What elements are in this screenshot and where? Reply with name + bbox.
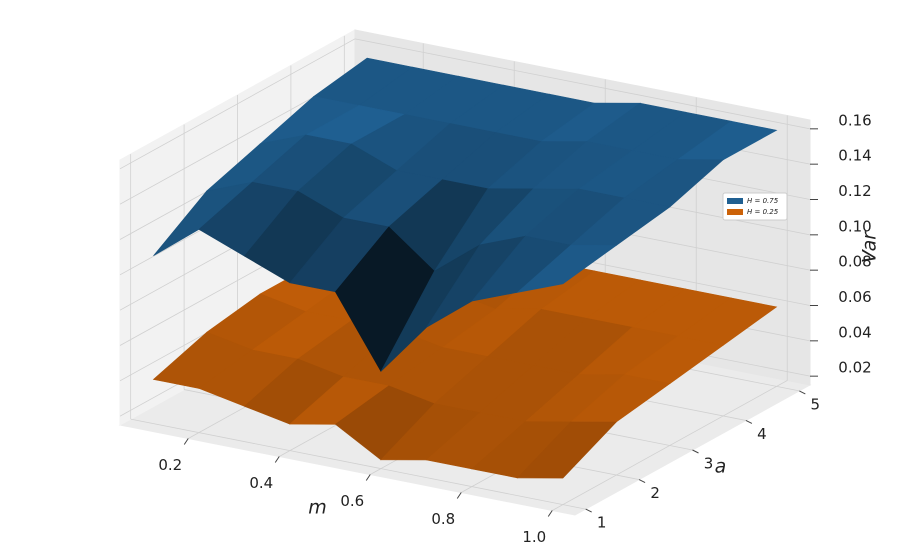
y-tick-label: 2 [650, 484, 660, 502]
z-tick-label: 0.10 [838, 217, 871, 235]
x-tick-label: 0.2 [158, 456, 182, 474]
x-tick [456, 492, 462, 499]
z-tick-label: 0.02 [838, 359, 871, 377]
y-tick [638, 479, 646, 483]
x-tick [547, 510, 553, 517]
z-tick-label: 0.06 [838, 288, 871, 306]
y-tick [799, 390, 806, 395]
x-tick-label: 0.6 [340, 492, 364, 510]
x-tick-label: 0.4 [249, 474, 273, 492]
z-tick-label: 0.08 [838, 253, 871, 271]
x-tick-label: 1.0 [522, 528, 546, 546]
x-tick-label: 0.8 [431, 510, 455, 528]
z-axis-label: Var [859, 231, 881, 263]
x-tick [183, 438, 189, 445]
legend: H = 0.75 H = 0.25 [722, 192, 788, 221]
z-tick-label: 0.14 [838, 147, 871, 165]
labels: 0.2 0.4 0.6 0.8 1.0 1 2 3 4 5 0.02 0.04 0.06 0.08 0.10… [158, 111, 880, 546]
surface-facet [516, 421, 617, 479]
legend-label: H = 0.75 [747, 197, 779, 205]
x-tick [274, 456, 280, 463]
y-tick-label: 4 [757, 425, 767, 443]
legend-label: H = 0.25 [747, 208, 779, 216]
y-grid-line [130, 418, 586, 510]
y-tick [745, 420, 753, 424]
z-grid-line [119, 38, 356, 170]
y-tick [585, 508, 592, 513]
surface-facet [516, 244, 618, 293]
z-tick-label: 0.12 [838, 182, 871, 200]
x-tick [365, 474, 371, 481]
y-tick-label: 5 [811, 395, 821, 413]
surfaces [152, 57, 778, 479]
x-axis-label: m [308, 497, 327, 519]
legend-swatch [727, 209, 743, 215]
z-tick-label: 0.16 [838, 111, 871, 129]
y-tick-label: 3 [704, 455, 714, 473]
y-tick-label: 1 [597, 514, 607, 532]
y-axis-label: a [715, 456, 727, 478]
legend-swatch [727, 198, 743, 204]
z-grid-line [354, 38, 811, 130]
y-tick [692, 449, 699, 454]
z-tick-label: 0.04 [838, 323, 871, 341]
